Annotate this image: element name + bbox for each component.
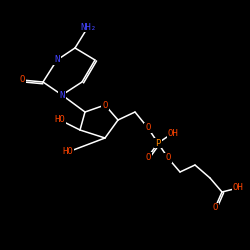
Text: O: O xyxy=(145,124,151,132)
Text: N: N xyxy=(54,56,60,64)
Text: OH: OH xyxy=(232,184,243,192)
Text: HO: HO xyxy=(62,148,74,156)
Text: N: N xyxy=(59,90,65,100)
Text: OH: OH xyxy=(168,128,178,138)
Text: O: O xyxy=(145,152,151,162)
Text: NH₂: NH₂ xyxy=(80,22,96,32)
Text: P: P xyxy=(155,138,161,147)
Text: O: O xyxy=(19,76,25,84)
Text: O: O xyxy=(165,154,171,162)
Text: O: O xyxy=(212,204,218,212)
Text: HO: HO xyxy=(54,116,66,124)
Text: O: O xyxy=(102,100,108,110)
